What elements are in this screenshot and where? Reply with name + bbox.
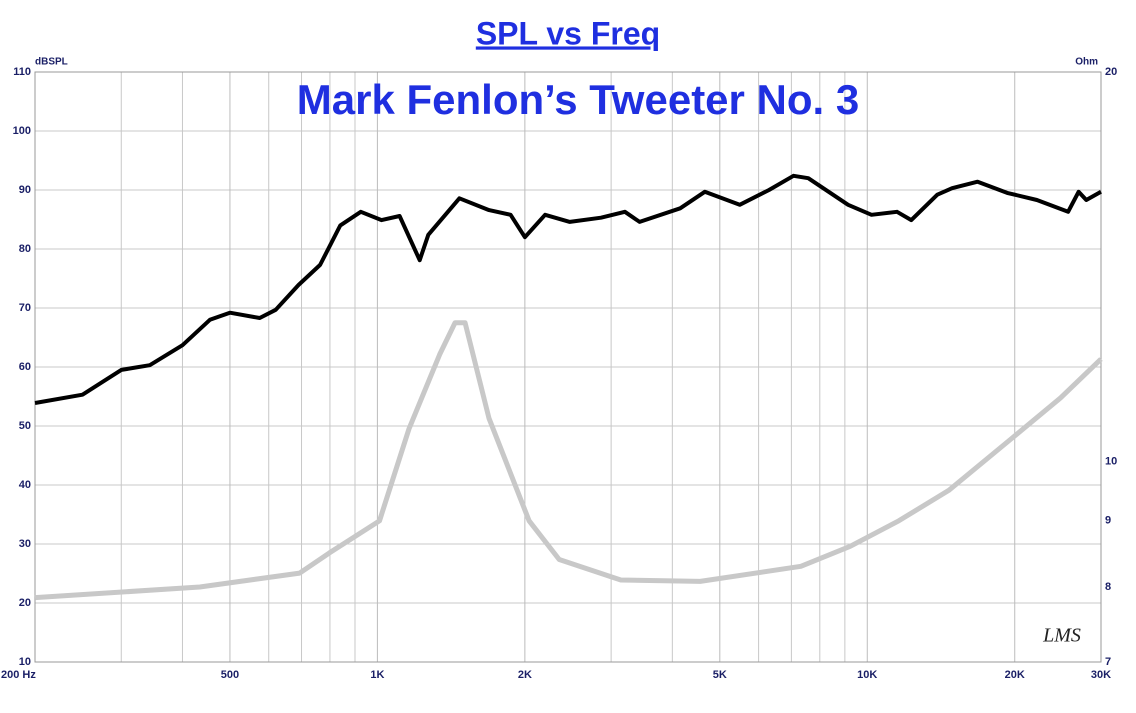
plot-area bbox=[34, 71, 1102, 663]
y-tick-label: 60 bbox=[19, 361, 31, 373]
y2-tick-label: 8 bbox=[1105, 581, 1111, 593]
x-tick-label: 200 Hz bbox=[1, 669, 36, 681]
y-tick-label: 110 bbox=[13, 66, 31, 78]
x-tick-label: 5K bbox=[713, 669, 727, 681]
y2-tick-label: 20 bbox=[1105, 66, 1117, 78]
y-tick-label: 50 bbox=[19, 420, 31, 432]
y-tick-label: 30 bbox=[19, 538, 31, 550]
y2-tick-label: 10 bbox=[1105, 455, 1117, 467]
y-tick-label: 90 bbox=[19, 184, 31, 196]
y-axis-label: dBSPL bbox=[35, 57, 68, 68]
y-tick-label: 40 bbox=[19, 479, 31, 491]
y-tick-label: 10 bbox=[19, 656, 31, 668]
x-tick-label: 1K bbox=[370, 669, 384, 681]
chart-title: SPL vs Freq bbox=[476, 15, 660, 51]
y-tick-label: 80 bbox=[19, 243, 31, 255]
y2-tick-label: 7 bbox=[1105, 656, 1111, 668]
data-line bbox=[34, 173, 1102, 405]
annotation: LMS bbox=[1042, 625, 1081, 647]
y-tick-label: 100 bbox=[13, 125, 31, 137]
chart-subtitle: Mark Fenlon’s Tweeter No. 3 bbox=[297, 76, 859, 123]
x-tick-label: 10K bbox=[857, 669, 877, 681]
data-line bbox=[34, 320, 1103, 601]
x-tick-label: 500 bbox=[221, 669, 239, 681]
y2-axis-label: Ohm bbox=[1075, 57, 1098, 68]
y-tick-label: 70 bbox=[19, 302, 31, 314]
y2-tick-label: 9 bbox=[1105, 515, 1111, 527]
y-tick-label: 20 bbox=[19, 597, 31, 609]
x-tick-label: 30K bbox=[1091, 669, 1111, 681]
x-tick-label: 20K bbox=[1005, 669, 1025, 681]
x-tick-label: 2K bbox=[518, 669, 532, 681]
